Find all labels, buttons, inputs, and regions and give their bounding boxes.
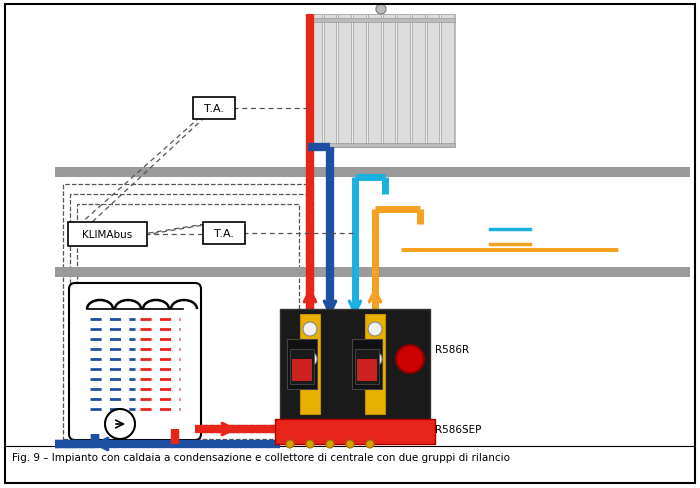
Bar xyxy=(290,349,314,384)
Bar xyxy=(308,15,455,148)
Circle shape xyxy=(286,440,294,448)
Bar xyxy=(357,359,377,381)
Bar xyxy=(55,168,690,178)
Circle shape xyxy=(368,352,382,366)
Bar xyxy=(77,204,299,425)
Text: T.A.: T.A. xyxy=(214,228,234,239)
Bar xyxy=(308,19,455,23)
Circle shape xyxy=(306,440,314,448)
Circle shape xyxy=(346,440,354,448)
Bar xyxy=(365,314,385,414)
Bar xyxy=(368,15,381,148)
Bar xyxy=(70,195,306,432)
Bar xyxy=(355,349,379,384)
Bar xyxy=(287,339,317,389)
Circle shape xyxy=(368,323,382,336)
FancyBboxPatch shape xyxy=(193,98,235,120)
Bar xyxy=(397,15,410,148)
Bar xyxy=(338,15,351,148)
Bar xyxy=(309,15,322,148)
FancyBboxPatch shape xyxy=(69,284,201,440)
Text: Fig. 9 – Impianto con caldaia a condensazione e collettore di centrale con due g: Fig. 9 – Impianto con caldaia a condensa… xyxy=(12,452,510,462)
Circle shape xyxy=(105,409,135,439)
Bar xyxy=(352,339,382,389)
Circle shape xyxy=(396,346,424,373)
Circle shape xyxy=(303,352,317,366)
Bar xyxy=(63,184,313,439)
Text: R586R: R586R xyxy=(435,345,469,354)
FancyBboxPatch shape xyxy=(203,223,245,244)
Circle shape xyxy=(303,323,317,336)
FancyBboxPatch shape xyxy=(68,223,147,246)
Circle shape xyxy=(326,440,334,448)
Bar xyxy=(412,15,425,148)
Bar xyxy=(275,419,435,444)
Circle shape xyxy=(376,5,386,15)
Bar xyxy=(292,359,312,381)
Bar xyxy=(441,15,454,148)
Bar xyxy=(280,309,430,419)
Bar xyxy=(55,267,690,278)
Bar xyxy=(382,15,396,148)
Bar xyxy=(308,143,455,148)
Text: T.A.: T.A. xyxy=(204,104,224,114)
Text: R586SEP: R586SEP xyxy=(435,424,482,434)
Bar xyxy=(300,314,320,414)
Bar xyxy=(426,15,440,148)
Text: KLIMAbus: KLIMAbus xyxy=(82,229,132,240)
Bar xyxy=(323,15,337,148)
Bar xyxy=(353,15,366,148)
Circle shape xyxy=(366,440,374,448)
